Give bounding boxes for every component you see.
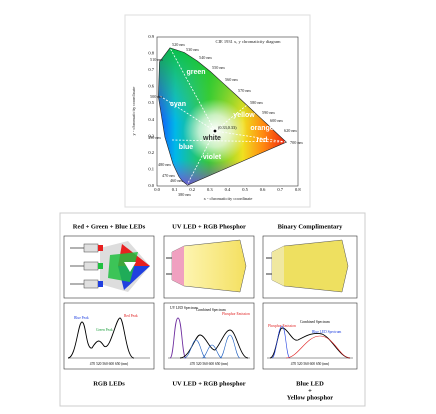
- y-tick-label: 0.0: [148, 183, 154, 188]
- spectra: [63, 302, 358, 370]
- panel-caption: RGB LEDs: [93, 380, 125, 387]
- y-tick-label: 0.2: [148, 150, 154, 155]
- wavelength-label: 580 nm: [250, 100, 263, 105]
- x-tick-label: 0.6: [260, 187, 266, 192]
- white-point: [213, 129, 217, 133]
- region-label: green: [186, 69, 205, 76]
- x-tick-label: 0.5: [242, 187, 248, 192]
- plot-frame: [156, 36, 299, 187]
- x-tick-label: 0.3: [207, 187, 213, 192]
- x-tick-label: 0.2: [189, 187, 195, 192]
- binary-diagram: [262, 235, 358, 299]
- wavelength-label: 380 nm: [178, 192, 191, 197]
- x-tick-label: 0.7: [277, 187, 283, 192]
- uv-led-diagram: [163, 235, 255, 299]
- y-tick-label: 0.1: [148, 166, 154, 171]
- panel-title: Red + Green + Blue LEDs: [73, 223, 146, 230]
- x-tick-label: 0.1: [172, 187, 178, 192]
- y-tick-label: 0.4: [148, 117, 154, 122]
- wavelength-label: 600 nm: [270, 118, 283, 123]
- wavelength-label: 470 nm: [162, 173, 175, 178]
- y-tick-label: 0.5: [148, 100, 154, 105]
- spectrum-axis: 470 520 560 600 650 (nm): [291, 362, 330, 366]
- region-label: cyan: [170, 101, 186, 108]
- wavelength-label: 510 nm: [150, 57, 163, 62]
- spectrum-axis: 470 520 560 600 650 (nm): [90, 362, 129, 366]
- y-tick-label: 0.6: [148, 84, 154, 89]
- wavelength-label: 570 nm: [238, 88, 251, 93]
- white-point-label: (0.33,0.33): [218, 125, 237, 131]
- panel-caption: Blue LED: [296, 380, 324, 387]
- panel-caption: Yellow phosphor: [287, 394, 334, 401]
- wavelength-label: 480 nm: [158, 162, 171, 167]
- wavelength-label: 620 nm: [284, 128, 297, 133]
- spectrum-label: Phosphor Emission: [268, 324, 296, 328]
- region-label: orange: [250, 125, 273, 132]
- spectrum-axis: 470 520 560 600 650 (nm): [190, 362, 229, 366]
- wavelength-label: 550 nm: [212, 65, 225, 70]
- region-label: red: [257, 137, 268, 144]
- spectrum-label: Blue Peak: [74, 316, 89, 320]
- spectrum-label: UV LED Spectrum: [170, 306, 198, 310]
- wavelength-label: 530 nm: [186, 47, 199, 52]
- wavelength-label: 540 nm: [199, 55, 212, 60]
- y-axis-label: y - chromaticity coordinate: [131, 87, 136, 136]
- panel-caption: +: [308, 387, 312, 394]
- region-label: blue: [179, 144, 193, 151]
- x-tick-label: 0.8: [295, 187, 301, 192]
- panel-caption: UV LED + RGB phosphor: [172, 380, 245, 387]
- region-label: white: [202, 135, 221, 142]
- wavelength-label: 490 nm: [148, 135, 161, 140]
- y-tick-label: 0.8: [148, 51, 154, 56]
- wavelength-label: 700 nm: [290, 140, 303, 145]
- spectrum-label: Phosphor Emission: [222, 312, 250, 316]
- x-axis-label: x - chromaticity coordinate: [204, 196, 253, 201]
- wavelength-label: 560 nm: [225, 77, 238, 82]
- wavelength-label: 500 nm: [150, 94, 163, 99]
- x-tick-label: 0.0: [154, 187, 160, 192]
- spectrum-label: Green Peak: [96, 328, 113, 332]
- panel-title: Binary Complimentary: [278, 223, 344, 230]
- wavelength-label: 590 nm: [262, 110, 275, 115]
- rgb-led-diagram: [63, 235, 155, 299]
- panel-title: UV LED + RGB Phosphor: [172, 223, 246, 230]
- spectrum-label: Blue LED Spectrum: [312, 330, 342, 334]
- spectrum-label: Red Peak: [124, 314, 138, 318]
- y-tick-label: 0.3: [148, 133, 154, 138]
- region-label: yellow: [233, 112, 255, 119]
- y-tick-label: 0.9: [148, 34, 154, 39]
- wavelength-label: 520 nm: [172, 42, 185, 47]
- wavelength-label: 460 nm: [170, 178, 183, 183]
- x-tick-label: 0.4: [225, 187, 231, 192]
- spectrum-label: Combined Spectrum: [300, 320, 330, 324]
- y-tick-label: 0.7: [148, 67, 154, 72]
- cie-title: CIE 1931 x, y chromaticity diagram: [216, 39, 281, 45]
- region-label: violet: [203, 154, 222, 161]
- spectrum-label: Combined Spectrum: [196, 308, 226, 312]
